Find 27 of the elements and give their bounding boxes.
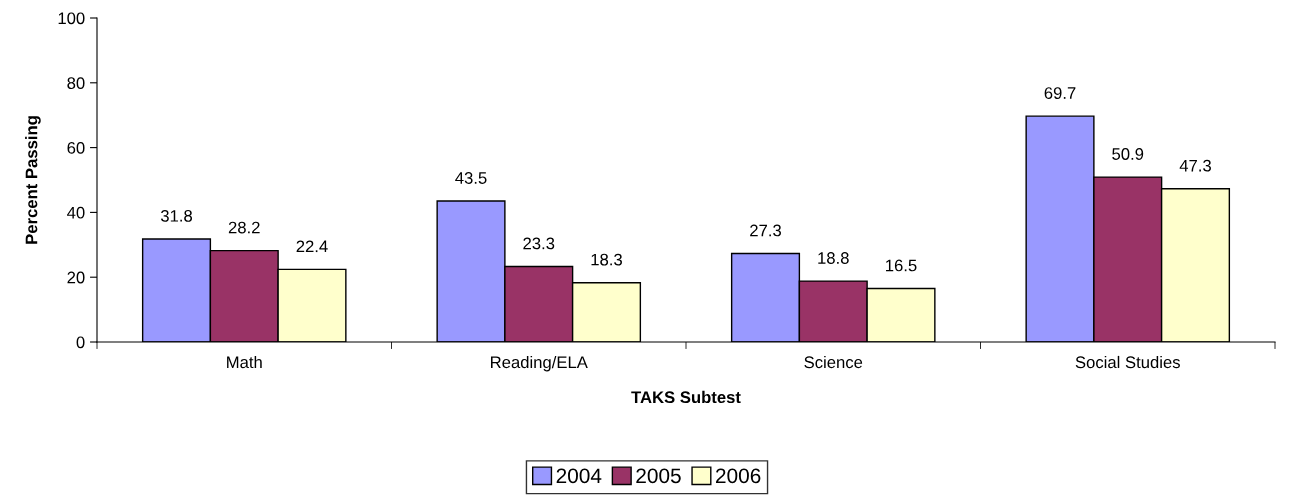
legend-label: 2006 <box>716 468 761 484</box>
data-label: 23.3 <box>523 237 555 250</box>
data-label: 47.3 <box>1179 159 1211 172</box>
x-tick-label: Science <box>804 355 863 369</box>
data-label: 43.5 <box>455 172 487 184</box>
x-tick-label: Math <box>227 355 262 369</box>
data-label: 18.3 <box>591 253 622 266</box>
data-label: 22.4 <box>296 240 328 253</box>
legend-label: 2005 <box>636 468 681 484</box>
y-tick-label: 0 <box>76 336 85 349</box>
x-tick-label: Reading/ELA <box>491 355 588 372</box>
y-tick-label: 40 <box>67 206 85 219</box>
data-label: 69.7 <box>1044 87 1076 99</box>
data-label: 50.9 <box>1112 148 1144 160</box>
data-label: 18.8 <box>818 252 849 264</box>
y-tick-label: 60 <box>67 142 85 154</box>
y-tick-label: 20 <box>67 271 85 284</box>
x-axis-title: TAKS Subtest <box>631 390 741 404</box>
y-axis-title: Percent Passing <box>25 116 41 244</box>
data-label: 16.5 <box>886 259 917 272</box>
y-tick-label: 80 <box>67 77 85 89</box>
data-label: 28.2 <box>228 221 260 234</box>
data-label: 27.3 <box>750 224 781 237</box>
legend-label: 2004 <box>556 468 602 484</box>
data-label: 31.8 <box>160 209 193 222</box>
y-tick-label: 100 <box>58 12 85 25</box>
x-tick-label: Social Studies <box>1075 355 1180 369</box>
